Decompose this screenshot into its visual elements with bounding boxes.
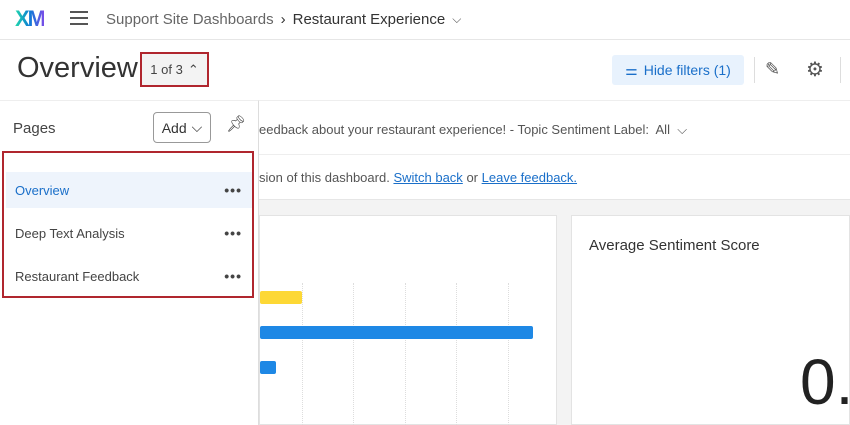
add-page-button[interactable]: Add ⌵ bbox=[153, 112, 211, 143]
chevron-down-icon: ⌵ bbox=[191, 119, 203, 135]
hamburger-menu-icon[interactable] bbox=[70, 11, 88, 27]
page-title: Overview bbox=[17, 52, 138, 84]
bar-chart-widget bbox=[259, 215, 557, 425]
chevron-up-icon: ⌃ bbox=[187, 61, 199, 77]
gridline bbox=[456, 283, 457, 425]
filter-value-dropdown[interactable]: All bbox=[655, 122, 670, 137]
page-label: Overview bbox=[15, 182, 70, 198]
more-options-icon[interactable]: ••• bbox=[224, 268, 242, 284]
page-item-restaurant-feedback[interactable]: Restaurant Feedback ••• bbox=[6, 258, 252, 294]
chevron-down-icon[interactable]: ⌵ bbox=[452, 11, 462, 26]
filter-sliders-icon: ⚌ bbox=[625, 61, 638, 78]
average-sentiment-widget bbox=[571, 215, 850, 425]
notice-text: sion of this dashboard. bbox=[259, 170, 390, 185]
more-options-icon[interactable]: ••• bbox=[224, 225, 242, 241]
pages-heading: Pages bbox=[13, 120, 56, 137]
gridline bbox=[404, 283, 406, 425]
breadcrumb-restaurant-experience[interactable]: Restaurant Experience bbox=[292, 10, 446, 28]
breadcrumb: Support Site Dashboards › Restaurant Exp… bbox=[106, 9, 461, 29]
page-pager-button[interactable]: 1 of 3 ⌃ bbox=[140, 52, 209, 87]
bar[interactable] bbox=[260, 361, 276, 374]
gear-icon[interactable]: ⚙ bbox=[806, 59, 824, 81]
page-label: Restaurant Feedback bbox=[15, 268, 140, 284]
widget-title: Average Sentiment Score bbox=[589, 237, 760, 254]
gridline bbox=[301, 283, 303, 425]
pager-label: 1 of 3 bbox=[150, 62, 183, 77]
page-label: Deep Text Analysis bbox=[15, 225, 125, 241]
sentiment-score-value: 0. bbox=[800, 346, 850, 418]
notice-bar: sion of this dashboard. Switch back or L… bbox=[259, 155, 850, 200]
pages-sidebar bbox=[0, 100, 259, 425]
bar[interactable] bbox=[260, 326, 534, 339]
chevron-right-icon: › bbox=[280, 10, 286, 28]
filter-label: eedback about your restaurant experience… bbox=[259, 122, 649, 137]
page-list: Overview ••• Deep Text Analysis ••• Restau… bbox=[2, 151, 254, 298]
hide-filters-label: Hide filters (1) bbox=[643, 62, 731, 78]
page-item-overview[interactable]: Overview ••• bbox=[6, 172, 252, 208]
hide-filters-button[interactable]: ⚌ Hide filters (1) bbox=[612, 55, 744, 85]
bar[interactable] bbox=[260, 291, 302, 304]
chevron-down-icon[interactable]: ⌵ bbox=[677, 122, 688, 137]
divider bbox=[754, 57, 755, 83]
breadcrumb-support-site-dashboards[interactable]: Support Site Dashboards bbox=[106, 10, 274, 28]
add-label: Add bbox=[161, 119, 187, 136]
leave-feedback-link[interactable]: Leave feedback. bbox=[481, 170, 578, 185]
filter-bar: eedback about your restaurant experience… bbox=[259, 100, 850, 155]
more-options-icon[interactable]: ••• bbox=[224, 182, 242, 198]
edit-icon[interactable]: ✎ bbox=[765, 59, 781, 79]
xm-logo[interactable]: XM bbox=[15, 6, 46, 31]
page-item-deep-text-analysis[interactable]: Deep Text Analysis ••• bbox=[6, 215, 252, 251]
notice-or: or bbox=[466, 170, 478, 185]
switch-back-link[interactable]: Switch back bbox=[393, 170, 463, 185]
gridline bbox=[507, 283, 509, 425]
divider bbox=[840, 57, 841, 83]
pin-icon[interactable]: 📌︎ bbox=[226, 116, 247, 133]
gridline bbox=[353, 283, 354, 425]
top-bar bbox=[0, 0, 850, 40]
